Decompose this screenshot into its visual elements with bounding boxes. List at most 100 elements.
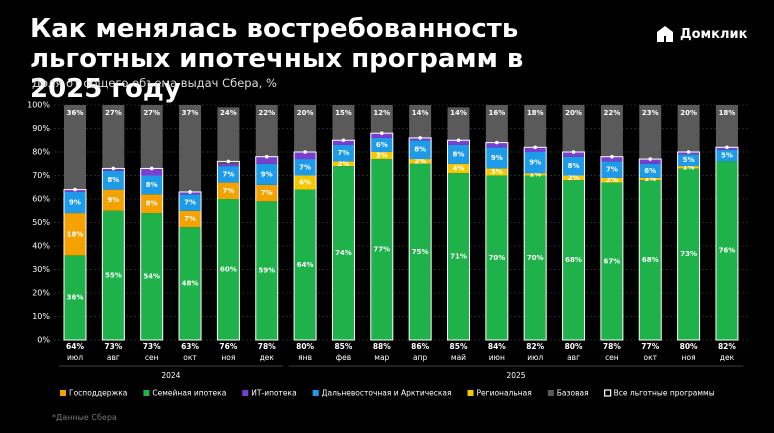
- y-tick-label: 0%: [37, 336, 50, 345]
- bar-segment: [255, 163, 278, 185]
- value-label: 6%: [644, 167, 656, 175]
- bar-segment: [140, 213, 163, 340]
- bar-segment: [140, 175, 163, 195]
- bar-segment: [370, 133, 393, 138]
- brand-name: Домклик: [680, 26, 748, 42]
- bar-segment: [179, 105, 202, 192]
- value-label: 1%: [529, 170, 541, 178]
- total-label: 73%: [104, 342, 122, 351]
- bar-segment: [600, 156, 623, 162]
- bar-segment: [217, 107, 240, 164]
- legend-label: Дальневосточная и Арктическая: [322, 389, 452, 398]
- value-label: 1%: [683, 163, 695, 171]
- value-label: 75%: [412, 248, 429, 256]
- total-label: 82%: [718, 342, 736, 351]
- total-marker: [533, 145, 537, 150]
- value-label: 68%: [565, 256, 582, 264]
- bar-segment: [715, 161, 738, 340]
- bar-segment: [715, 105, 738, 148]
- bar-segment: [332, 140, 355, 145]
- value-label: 7%: [299, 163, 311, 171]
- total-marker: [111, 166, 116, 171]
- bar-segment: [485, 168, 508, 176]
- bar-segment: [179, 227, 202, 340]
- bar-segment: [332, 105, 355, 141]
- bar-segment: [524, 152, 547, 174]
- x-group-label: 2024: [161, 371, 180, 380]
- bar-segment: [485, 105, 508, 143]
- bar-segment: [294, 152, 317, 160]
- value-label: 1%: [644, 175, 656, 183]
- bar-segment: [677, 154, 700, 167]
- value-label: 9%: [261, 170, 273, 178]
- value-label: 7%: [338, 149, 350, 157]
- x-tick-label: авг: [567, 353, 580, 362]
- legend-label: Региональная: [477, 389, 532, 398]
- value-label: 20%: [680, 109, 697, 117]
- bar-segment: [600, 161, 623, 178]
- value-label: 37%: [182, 109, 199, 117]
- value-label: 6%: [299, 179, 311, 187]
- x-tick-label: ноя: [221, 353, 235, 362]
- value-label: 55%: [105, 271, 122, 279]
- legend-swatch: [60, 390, 66, 396]
- bar-segment: [370, 137, 393, 152]
- value-label: 8%: [414, 146, 426, 154]
- bar-segment: [447, 163, 470, 174]
- value-label: 7%: [184, 199, 196, 207]
- value-label: 54%: [143, 273, 160, 281]
- value-label: 8%: [568, 162, 580, 170]
- value-label: 6%: [376, 141, 388, 149]
- y-tick-label: 20%: [32, 289, 50, 298]
- bar-segment: [140, 105, 163, 169]
- total-marker: [149, 166, 154, 171]
- total-label: 64%: [66, 342, 84, 351]
- y-tick-label: 10%: [32, 312, 50, 321]
- footnote: *Данные Сбера: [52, 413, 117, 422]
- legend-swatch: [143, 390, 150, 396]
- value-label: 20%: [297, 109, 314, 117]
- total-label: 76%: [219, 342, 237, 351]
- total-label: 88%: [373, 342, 391, 351]
- value-label: 8%: [146, 200, 158, 208]
- total-label: 78%: [603, 342, 621, 351]
- total-label: 84%: [488, 342, 506, 351]
- bar-segment: [715, 149, 738, 162]
- value-label: 7%: [184, 215, 196, 223]
- bar-segment: [294, 105, 317, 152]
- value-label: 5%: [721, 152, 733, 160]
- value-label: 68%: [642, 256, 659, 264]
- value-label: 18%: [527, 109, 544, 117]
- value-label: 20%: [565, 109, 582, 117]
- bar-segment: [409, 140, 432, 160]
- total-marker: [226, 159, 231, 164]
- bar-segment: [409, 163, 432, 340]
- bar-segment: [102, 210, 125, 340]
- value-label: 14%: [412, 109, 429, 117]
- bar-segment: [600, 105, 623, 157]
- x-tick-label: ноя: [682, 353, 696, 362]
- y-tick-label: 70%: [32, 171, 50, 180]
- value-label: 22%: [604, 109, 621, 117]
- bar-segment: [102, 189, 125, 211]
- total-marker: [495, 140, 499, 145]
- total-label: 63%: [181, 342, 199, 351]
- value-label: 2%: [414, 157, 426, 165]
- bar-segment: [217, 166, 240, 183]
- bar-segment: [332, 144, 355, 162]
- total-label: 73%: [143, 342, 161, 351]
- bar-segment: [639, 180, 662, 340]
- bar-segment: [64, 213, 86, 256]
- total-label: 86%: [411, 342, 429, 351]
- value-label: 59%: [258, 267, 275, 275]
- bar-segment: [562, 152, 585, 157]
- x-tick-label: июн: [489, 353, 505, 362]
- x-tick-label: сен: [605, 353, 619, 362]
- x-tick-label: дек: [720, 353, 735, 362]
- bar-segment: [524, 173, 547, 176]
- bar-segment: [140, 168, 163, 176]
- chart-subtitle: Доля от общего объема выдач Сбера, %: [32, 76, 277, 90]
- x-group-label: 2025: [506, 371, 525, 380]
